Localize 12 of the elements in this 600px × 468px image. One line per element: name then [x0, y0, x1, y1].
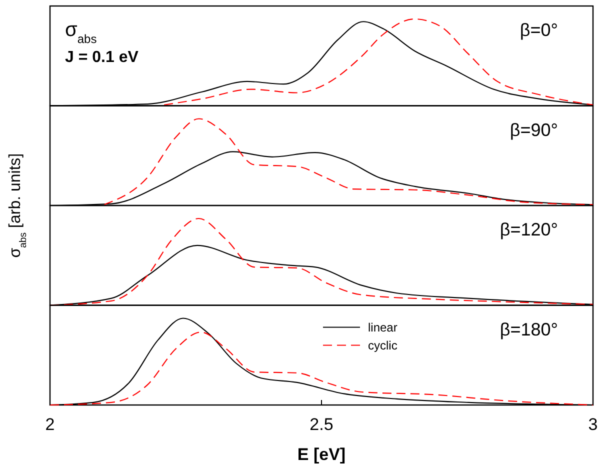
annotation: β=90° [510, 120, 558, 140]
annotation: β=180° [500, 319, 558, 340]
annotation: β=120° [500, 220, 558, 240]
annotation: σ$_{abs}$ [65, 19, 97, 46]
x-axis-title: E [eV] [297, 445, 346, 464]
annotation: β=0° [520, 20, 558, 40]
legend-label: cyclic [368, 338, 398, 352]
x-tick-label: 2 [45, 415, 55, 434]
annotation: J = 0.1 eV [65, 49, 139, 66]
x-tick-label: 3 [588, 415, 598, 434]
legend-label: linear [368, 320, 398, 334]
x-tick-label: 2.5 [310, 415, 334, 434]
